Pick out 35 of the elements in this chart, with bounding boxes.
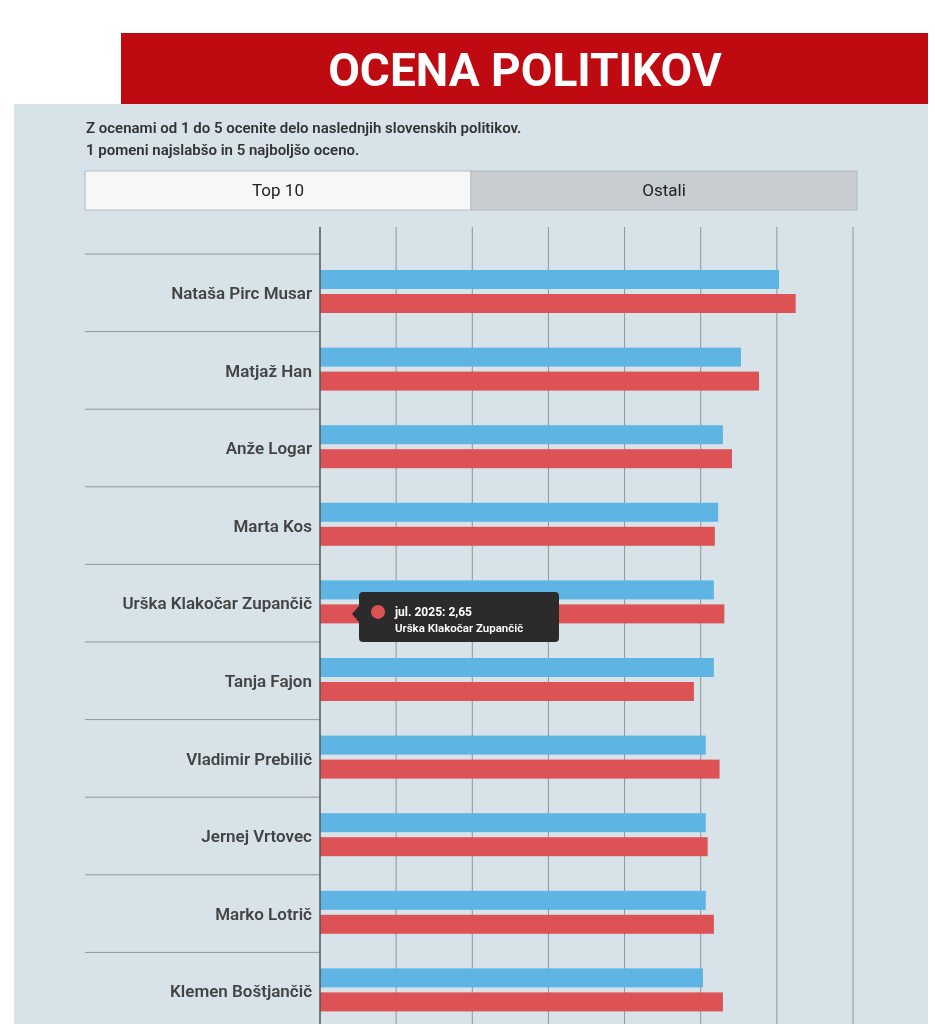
tooltip: jul. 2025: 2,65 Urška Klakočar Zupančič <box>352 591 559 642</box>
y-tick-label: Matjaž Han <box>225 360 312 381</box>
annotation: jul. 2025: 2,65 <box>394 604 473 619</box>
bar <box>320 968 703 988</box>
text: Ostali <box>642 180 686 200</box>
bar <box>320 837 708 857</box>
y-tick-label: Urška Klakočar Zupančič <box>122 593 313 614</box>
bar <box>320 759 720 779</box>
bar <box>320 425 723 445</box>
bar <box>320 992 723 1012</box>
bar <box>320 658 714 677</box>
y-tick-label: Marta Kos <box>233 515 313 536</box>
y-tick-label: Tanja Fajon <box>224 671 312 691</box>
y-tick-label: Nataša Pirc Musar <box>171 283 312 303</box>
bar <box>320 449 732 469</box>
y-tick-label: Jernej Vrtovec <box>201 826 313 847</box>
bar <box>320 735 706 755</box>
bar <box>320 347 741 367</box>
chart-title: OCENA POLITIKOV <box>328 43 722 97</box>
annotation: Urška Klakočar Zupančič <box>395 620 524 635</box>
bar <box>320 371 760 391</box>
y-tick-label: Anže Logar <box>225 438 312 459</box>
y-tick-label: Marko Lotrič <box>215 903 313 924</box>
chart-subtitle: Z ocenami od 1 do 5 ocenite delo naslednjih slovenskih politikov. 1 pomeni najslabšo in 5 najboljšo oceno. <box>86 119 522 159</box>
bar <box>320 294 796 313</box>
bar <box>320 914 714 934</box>
bar <box>320 682 694 701</box>
bar <box>320 270 780 289</box>
text: Top 10 <box>252 180 304 200</box>
bar <box>320 890 706 910</box>
bar <box>320 813 706 833</box>
bar <box>320 502 719 522</box>
y-tick-label: Klemen Boštjančič <box>170 981 313 1002</box>
y-tick-label: Vladimir Prebilič <box>186 748 313 769</box>
bar <box>320 526 715 546</box>
